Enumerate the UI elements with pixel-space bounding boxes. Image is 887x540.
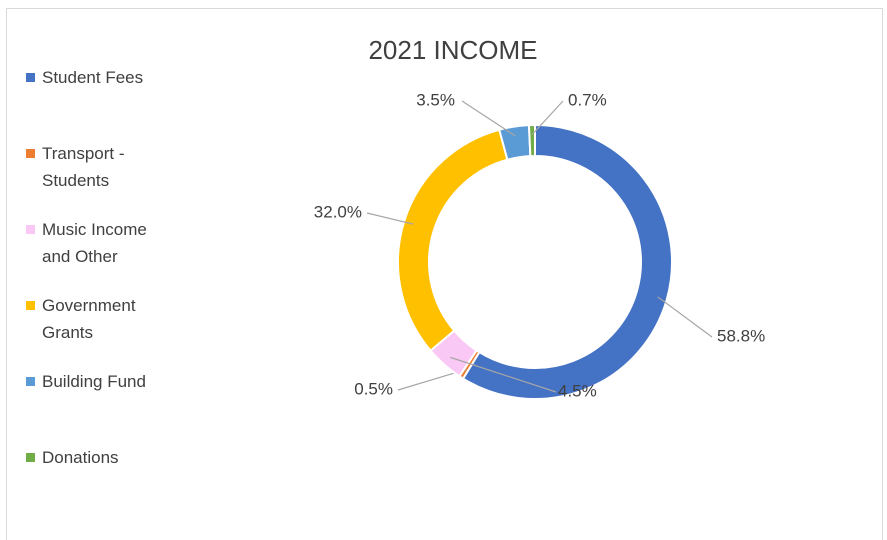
leader-line [657,296,713,338]
chart-title: 2021 INCOME [368,35,537,65]
legend-item: Donations [26,444,176,471]
chart-border [6,8,883,540]
data-label: 0.7% [568,90,607,109]
legend-swatch [26,301,35,310]
donut-slice [527,123,536,158]
leader-line [450,356,557,393]
legend-label: Donations [42,448,119,467]
legend-label: Student Fees [42,68,144,87]
legend-swatch [26,149,35,158]
data-label: 32.0% [314,202,362,221]
data-label: 0.5% [354,379,393,398]
legend-item: Transport - Students [26,140,176,194]
legend-swatch [26,377,35,386]
legend-item: Building Fund [26,368,176,395]
legend-swatch [26,225,35,234]
data-label: 58.8% [717,326,765,345]
legend-label: Transport - Students [42,144,125,190]
legend-item: Government Grants [26,292,176,346]
donut-slice [461,123,673,400]
legend-label: Music Income and Other [42,220,147,266]
data-label: 4.5% [558,381,597,400]
legend-label: Government Grants [42,296,136,342]
leader-line [461,100,516,137]
legend-item: Music Income and Other [26,216,176,270]
data-label: 3.5% [416,90,455,109]
legend-swatch [26,73,35,82]
legend-swatch [26,453,35,462]
legend-item: Student Fees [26,64,176,91]
leader-line [366,212,414,225]
leader-line [531,100,564,135]
legend-label: Building Fund [42,372,146,391]
